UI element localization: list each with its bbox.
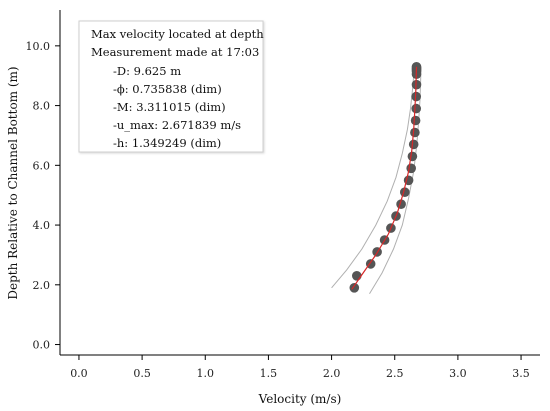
data-point [352, 271, 362, 281]
y-tick-label: 10.0 [26, 40, 51, 53]
legend-line-7: -h: 1.349249 (dim) [113, 136, 221, 150]
data-point [408, 139, 419, 150]
legend-box: Max velocity located at depth Measuremen… [78, 20, 264, 153]
x-ticks: 0.0 0.5 1.0 1.5 2.0 2.5 3.0 3.5 [70, 355, 530, 380]
points [349, 62, 422, 293]
data-point [349, 283, 360, 293]
legend-frame [78, 20, 264, 153]
y-axis-label: Depth Relative to Channel Bottom (m) [6, 66, 20, 299]
data-point [410, 127, 420, 138]
legend-line-5: -M: 3.311015 (dim) [113, 100, 226, 114]
data-point [410, 115, 421, 126]
x-tick-label: 2.5 [386, 367, 404, 380]
legend-line-6: -u_max: 2.671839 m/s [113, 118, 241, 132]
legend-line-2: Measurement made at 17:03 [91, 45, 259, 59]
data-point [407, 151, 418, 162]
legend-line-4: -ϕ: 0.735838 (dim) [113, 82, 222, 96]
y-tick-label: 8.0 [33, 100, 51, 113]
x-tick-label: 3.0 [449, 367, 467, 380]
legend-line-3: -D: 9.625 m [113, 64, 181, 78]
x-axis-label: Velocity (m/s) [258, 392, 342, 406]
data-point [406, 163, 417, 174]
y-tick-label: 0.0 [33, 339, 51, 352]
y-tick-label: 4.0 [33, 219, 51, 232]
y-tick-label: 6.0 [33, 159, 51, 172]
legend-line-1: Max velocity located at depth [91, 27, 264, 41]
x-tick-label: 3.5 [512, 367, 530, 380]
x-tick-label: 1.5 [260, 367, 278, 380]
x-tick-label: 1.0 [197, 367, 215, 380]
x-tick-label: 2.0 [323, 367, 341, 380]
y-ticks: 0.0 2.0 4.0 6.0 8.0 10.0 [26, 40, 60, 352]
x-tick-label: 0.5 [133, 367, 151, 380]
y-tick-label: 2.0 [33, 279, 51, 292]
data-point [411, 103, 422, 114]
x-tick-label: 0.0 [70, 367, 88, 380]
fit-curve [351, 66, 418, 290]
bound-curve [331, 66, 415, 289]
data-point [411, 91, 422, 102]
